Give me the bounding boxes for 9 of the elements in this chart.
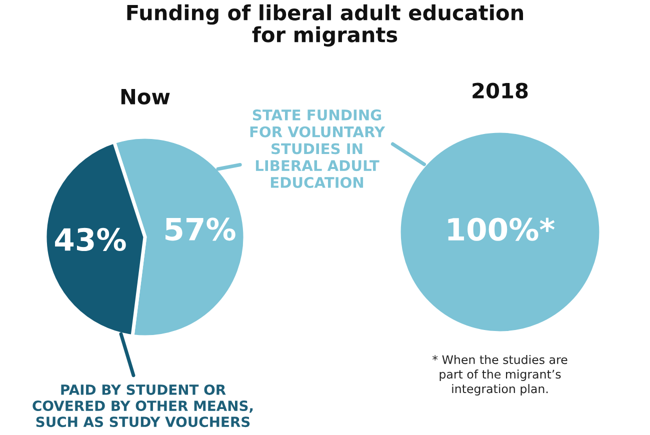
chart-title: Funding of liberal adult education for migrants — [127, 4, 524, 47]
legend-label: STATE FUNDING FOR VOLUNTARY STUDIES IN LIBERAL ADULT EDUCATION — [250, 109, 386, 188]
data-label: 100%* — [448, 218, 555, 241]
text: * When the studies are part of the migrant’s integration plan. — [432, 354, 568, 396]
data-label: 43% — [55, 228, 126, 252]
chart-subtitle: Now — [121, 89, 170, 105]
data-label: 57% — [166, 218, 236, 241]
chart-subtitle: 2018 — [472, 82, 528, 99]
slice-label: PAID BY STUDENT OR COVERED BY OTHER MEANS, SUCH AS STUDY VOUCHERS — [32, 384, 253, 428]
